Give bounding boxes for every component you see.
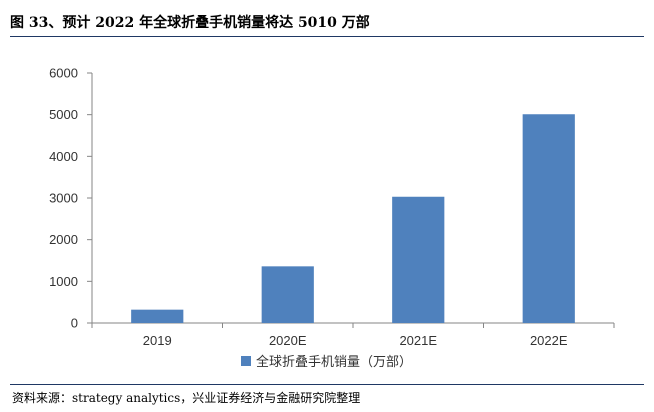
figure-title: 图 33、预计 2022 年全球折叠手机销量将达 5010 万部	[10, 15, 370, 31]
y-tick-label: 4000	[49, 149, 78, 164]
title-divider	[10, 36, 644, 37]
bar-2019	[131, 309, 184, 323]
y-axis: 0 1000 2000 3000 4000 5000 6000	[49, 66, 93, 331]
bar-2021E	[392, 196, 445, 323]
y-tick-label: 6000	[49, 66, 78, 81]
y-tick-label: 2000	[49, 232, 78, 247]
legend-label: 全球折叠手机销量（万部）	[256, 354, 412, 370]
bar-2020E	[261, 266, 314, 323]
y-tick-label: 5000	[49, 107, 78, 122]
y-tick-label: 0	[71, 316, 78, 331]
x-tick-label: 2020E	[269, 333, 307, 348]
bar-2022E	[522, 114, 575, 323]
source-note: 资料来源：strategy analytics，兴业证券经济与金融研究院整理	[12, 391, 361, 405]
bar-chart: 0 1000 2000 3000 4000 5000 6000 2019 2020E 2021E…	[49, 66, 615, 370]
legend-swatch	[241, 356, 251, 366]
x-tick-label: 2021E	[399, 333, 437, 348]
x-tick-label: 2022E	[530, 333, 568, 348]
bars	[131, 114, 575, 323]
source-divider	[10, 384, 644, 385]
y-tick-label: 3000	[49, 191, 78, 206]
legend: 全球折叠手机销量（万部）	[241, 354, 412, 370]
x-tick-label: 2019	[143, 333, 172, 348]
x-axis: 2019 2020E 2021E 2022E	[91, 322, 615, 348]
y-tick-label: 1000	[49, 274, 78, 289]
